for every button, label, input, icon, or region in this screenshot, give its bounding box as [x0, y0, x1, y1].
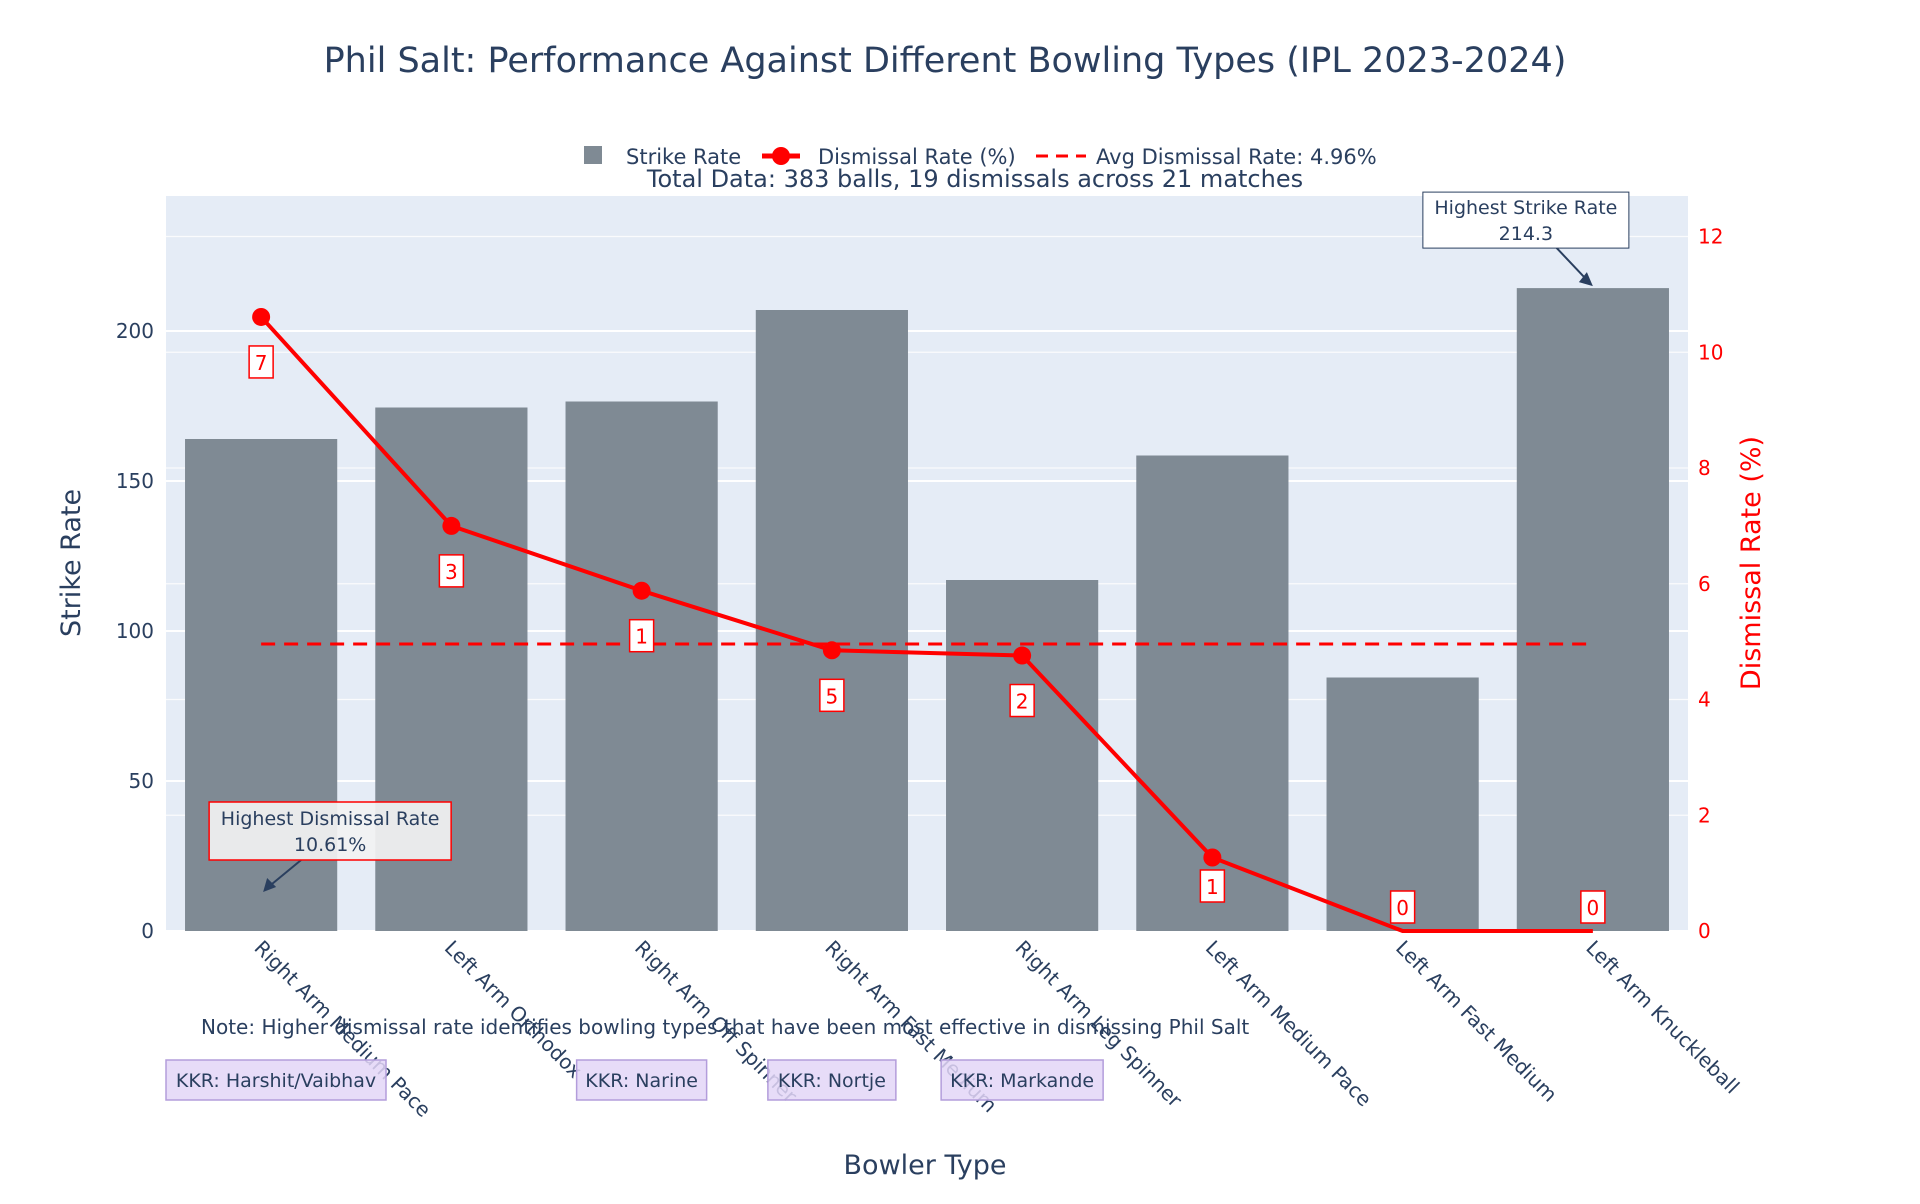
- legend-item-dismissal-rate[interactable]: Dismissal Rate (%): [762, 145, 1016, 169]
- dismissal-rate-point[interactable]: [1013, 646, 1032, 665]
- legend-label-dismissal-rate: Dismissal Rate (%): [818, 145, 1016, 169]
- team-tag-box: [767, 1059, 897, 1101]
- chart-title: Phil Salt: Performance Against Different…: [324, 41, 1567, 81]
- bar-strike-rate[interactable]: [755, 310, 908, 931]
- dismissal-count-frame: [1009, 683, 1035, 718]
- dismissal-count-frame: [438, 554, 465, 588]
- dismissal-rate-point[interactable]: [442, 516, 461, 535]
- team-tag-label: KKR: Narine: [585, 1070, 698, 1092]
- annotation-box: [1422, 191, 1630, 249]
- y-axis-title: Strike Rate: [56, 489, 87, 637]
- chart-subtitle: Total Data: 383 balls, 19 dismissals acr…: [646, 165, 1303, 193]
- legend-swatch-bar-icon: [584, 146, 602, 164]
- team-tag-label: KKR: Markande: [950, 1070, 1094, 1092]
- dismissal-count-labels: 7 3 1 5 2 1 0 0: [248, 345, 1606, 924]
- y-axis: 0 50 100 150 200: [116, 319, 154, 943]
- team-tag-box: [575, 1059, 708, 1101]
- y2-tick-label: 12: [1698, 225, 1723, 249]
- dismissal-count-label: 1: [1206, 875, 1219, 899]
- dismissal-rate-point[interactable]: [252, 307, 271, 326]
- team-tag: KKR: Harshit/Vaibhav: [165, 1059, 387, 1101]
- bar-strike-rate[interactable]: [1516, 288, 1669, 932]
- dismissal-count-box: 0: [1389, 890, 1416, 924]
- annotation-arrowhead-icon: [263, 878, 277, 892]
- y-tick-label: 150: [116, 469, 154, 493]
- annotation-arrowhead-icon: [1578, 272, 1593, 287]
- dismissal-count-label: 0: [1587, 896, 1600, 920]
- dismissal-count-label: 5: [826, 684, 839, 708]
- annotation-value: 214.3: [1499, 223, 1553, 245]
- team-tag: KKR: Nortje: [767, 1059, 897, 1101]
- dismissal-count-box: 7: [248, 345, 274, 379]
- annotations: Highest Strike Rate 214.3 Highest Dismissa…: [208, 191, 1630, 892]
- legend-label-avg-dismissal: Avg Dismissal Rate: 4.96%: [1096, 145, 1377, 169]
- dismissal-count-box: 3: [438, 554, 465, 588]
- bar-strike-rate[interactable]: [946, 580, 1099, 931]
- dismissal-count-frame: [819, 678, 845, 713]
- bar-strike-rate[interactable]: [1326, 677, 1479, 932]
- annotation-label: Highest Strike Rate: [1434, 197, 1617, 219]
- dismissal-count-label: 7: [255, 351, 268, 375]
- annotation-arrow-icon: [1554, 245, 1590, 283]
- y-tick-label: 100: [116, 619, 154, 643]
- team-tag: KKR: Markande: [940, 1059, 1104, 1101]
- dismissal-count-frame: [1389, 890, 1416, 924]
- dismissal-count-frame: [628, 618, 655, 653]
- dismissal-count-box: 1: [628, 618, 655, 653]
- y2-axis: 0 2 4 6 8 10 12: [1698, 225, 1723, 943]
- y2-tick-label: 8: [1698, 456, 1711, 480]
- team-tag: KKR: Narine: [575, 1059, 708, 1101]
- dismissal-count-frame: [248, 345, 274, 379]
- y-tick-label: 200: [116, 319, 154, 343]
- y2-tick-label: 0: [1698, 919, 1711, 943]
- legend[interactable]: Strike Rate Dismissal Rate (%) Avg Dismi…: [584, 145, 1377, 169]
- annotation-highest-strike-rate: Highest Strike Rate 214.3: [1422, 191, 1630, 287]
- y-tick-label: 0: [141, 919, 154, 943]
- y2-tick-label: 10: [1698, 340, 1723, 364]
- dismissal-count-label: 0: [1396, 896, 1409, 920]
- x-axis-title: Bowler Type: [844, 1150, 1007, 1181]
- bar-strike-rate[interactable]: [565, 401, 718, 932]
- dismissal-count-label: 3: [445, 560, 458, 584]
- dismissal-count-frame: [1199, 869, 1226, 903]
- team-tag-label: KKR: Harshit/Vaibhav: [176, 1070, 376, 1092]
- dismissal-count-label: 1: [635, 625, 648, 649]
- bar-series: [185, 288, 1669, 932]
- dismissal-count-label: 2: [1016, 690, 1029, 714]
- annotation-arrow-icon: [266, 859, 302, 889]
- annotation-label: Highest Dismissal Rate: [221, 808, 440, 830]
- annotation-box: [208, 801, 452, 861]
- dismissal-rate-point[interactable]: [1203, 848, 1222, 867]
- y2-axis-title: Dismissal Rate (%): [1736, 436, 1767, 690]
- dismissal-count-box: 1: [1199, 869, 1226, 903]
- y2-tick-label: 4: [1698, 688, 1711, 712]
- legend-item-avg-dismissal[interactable]: Avg Dismissal Rate: 4.96%: [1036, 145, 1377, 169]
- dismissal-rate-line: [259, 315, 1593, 933]
- dismissal-count-frame: [1580, 890, 1606, 924]
- legend-item-strike-rate[interactable]: Strike Rate: [584, 145, 741, 169]
- dismissal-count-box: 2: [1009, 683, 1035, 718]
- y2-tick-label: 6: [1698, 572, 1711, 596]
- dismissal-rate-point[interactable]: [632, 581, 651, 600]
- dismissal-count-box: 5: [819, 678, 845, 713]
- legend-swatch-marker-icon: [772, 147, 790, 165]
- annotation-highest-dismissal-rate: Highest Dismissal Rate 10.61%: [208, 801, 452, 892]
- dismissal-count-box: 0: [1580, 890, 1606, 924]
- team-tag-box: [940, 1059, 1104, 1101]
- chart-note: Note: Higher dismissal rate identifies b…: [201, 1015, 1249, 1039]
- legend-label-strike-rate: Strike Rate: [626, 145, 741, 169]
- team-tag-box: [165, 1059, 387, 1101]
- dismissal-line-series: [252, 307, 1593, 933]
- dismissal-rate-point[interactable]: [822, 641, 841, 660]
- team-tag-label: KKR: Nortje: [778, 1070, 886, 1092]
- y-tick-label: 50: [129, 769, 154, 793]
- y2-tick-label: 2: [1698, 803, 1711, 827]
- annotation-value: 10.61%: [294, 834, 366, 856]
- team-tags: KKR: Harshit/Vaibhav KKR: Narine KKR: Nort…: [165, 1059, 1104, 1101]
